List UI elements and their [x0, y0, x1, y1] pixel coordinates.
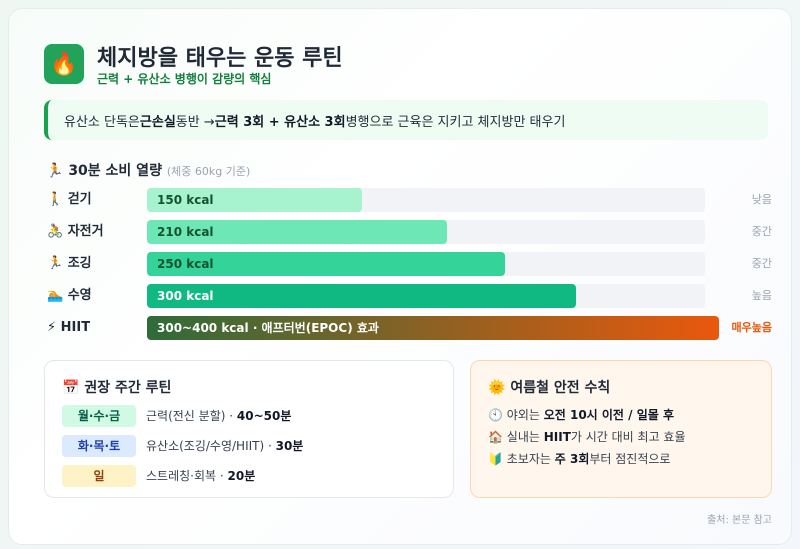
text: 동반 → — [175, 114, 215, 130]
value-label: 150 kcal — [157, 193, 214, 207]
bold-text: 30분 — [275, 439, 304, 453]
item-icon: 🏠 — [488, 430, 503, 444]
routine-title: 📅 권장 주간 루틴 — [62, 377, 171, 397]
text: 실내는 — [506, 430, 544, 444]
text: 스트레칭·회복 · — [146, 469, 228, 483]
category-label: 🏊 수영 — [47, 284, 92, 308]
category-icon: 🚶 — [47, 192, 64, 207]
category-text: 자전거 — [67, 224, 104, 239]
safety-item: 🕙 야외는 오전 10시 이전 / 일몰 후 — [488, 406, 674, 423]
category-label: 🏃 조깅 — [47, 252, 92, 276]
text: 유산소 단독은 — [64, 114, 140, 130]
chart-subtitle: (체중 60kg 기준) — [166, 165, 251, 178]
safety-icon: 🌞 — [488, 380, 506, 396]
category-text: 조깅 — [67, 256, 92, 271]
text: 초보자는 — [506, 452, 555, 466]
bar — [147, 252, 505, 276]
safety-title: 🌞 여름철 안전 수칙 — [488, 377, 610, 397]
category-label: 🚴 자전거 — [47, 220, 104, 244]
footer: 출처: 본문 참고 — [707, 515, 772, 526]
chart-title-text: 30분 소비 열량 — [68, 163, 162, 179]
title: 체지방을 태우는 운동 루틴 — [97, 46, 343, 71]
bold-text: 40~50분 — [236, 409, 292, 423]
text: 유산소(조깅/수영/HIIT) · — [146, 439, 276, 453]
routine-text: 스트레칭·회복 · 20분 — [146, 465, 255, 487]
bar — [147, 220, 448, 244]
category-text: 걷기 — [67, 192, 92, 207]
value-label: 300 kcal — [157, 289, 214, 303]
routine-title-text: 권장 주간 루틴 — [84, 380, 172, 396]
category-icon: 🚴 — [47, 224, 64, 239]
routine-text: 근력(전신 분할) · 40~50분 — [146, 405, 291, 427]
text: 병행으로 근육은 지키고 체지방만 태우기 — [345, 114, 566, 130]
text: 가 시간 대비 최고 효율 — [570, 430, 686, 444]
intensity-label: 매우높음 — [731, 321, 772, 334]
category-icon: 🏃 — [47, 256, 64, 271]
bold-text: 20분 — [227, 469, 256, 483]
intensity-label: 높음 — [751, 289, 772, 302]
value-label: 250 kcal — [157, 257, 214, 271]
value-label: 210 kcal — [157, 225, 214, 239]
day-tag: 화·목·토 — [62, 435, 136, 457]
callout: 유산소 단독은 근손실 동반 → 근력 3회 + 유산소 3회 병행으로 근육은… — [44, 100, 768, 140]
bold-text: 근손실 — [139, 114, 176, 130]
chart-title: 🏃 30분 소비 열량 (체중 60kg 기준) — [46, 160, 250, 180]
safety-item: 🔰 초보자는 주 3회부터 점진적으로 — [488, 450, 670, 467]
value-label: 300~400 kcal · 애프터번(EPOC) 효과 — [157, 321, 379, 335]
text: 부터 점진적으로 — [589, 452, 671, 466]
category-text: 수영 — [67, 288, 92, 303]
category-text: HIIT — [60, 320, 91, 335]
category-label: 🚶 걷기 — [47, 188, 92, 212]
text: 야외는 — [506, 408, 544, 422]
bar — [147, 284, 577, 308]
item-icon: 🕙 — [488, 408, 503, 422]
chart-icon: 🏃 — [46, 163, 64, 179]
item-icon: 🔰 — [488, 452, 503, 466]
category-icon: 🏊 — [47, 288, 64, 303]
safety-item: 🏠 실내는 HIIT가 시간 대비 최고 효율 — [488, 428, 686, 445]
day-tag: 일 — [62, 465, 136, 487]
bold-text: 주 3회 — [554, 452, 590, 466]
bold-text: HIIT — [543, 430, 571, 444]
bar — [147, 316, 720, 340]
routine-text: 유산소(조깅/수영/HIIT) · 30분 — [146, 435, 303, 457]
subtitle: 근력 + 유산소 병행이 감량의 핵심 — [97, 72, 272, 86]
intensity-label: 중간 — [751, 225, 772, 238]
routine-icon: 📅 — [62, 380, 80, 396]
bold-text: 근력 3회 + 유산소 3회 — [214, 114, 346, 130]
bold-text: 오전 10시 이전 / 일몰 후 — [543, 408, 675, 422]
category-icon: ⚡ — [47, 320, 57, 335]
safety-card: 🌞 여름철 안전 수칙 🕙 야외는 오전 10시 이전 / 일몰 후 🏠 실내는 … — [470, 360, 772, 498]
day-tag: 월·수·금 — [62, 405, 136, 427]
text: 근력(전신 분할) · — [146, 409, 237, 423]
bar — [147, 188, 362, 212]
logo-icon: 🔥 — [44, 44, 84, 84]
intensity-label: 중간 — [751, 257, 772, 270]
category-label: ⚡ HIIT — [47, 316, 90, 340]
safety-title-text: 여름철 안전 수칙 — [510, 380, 611, 396]
intensity-label: 낮음 — [751, 193, 772, 206]
